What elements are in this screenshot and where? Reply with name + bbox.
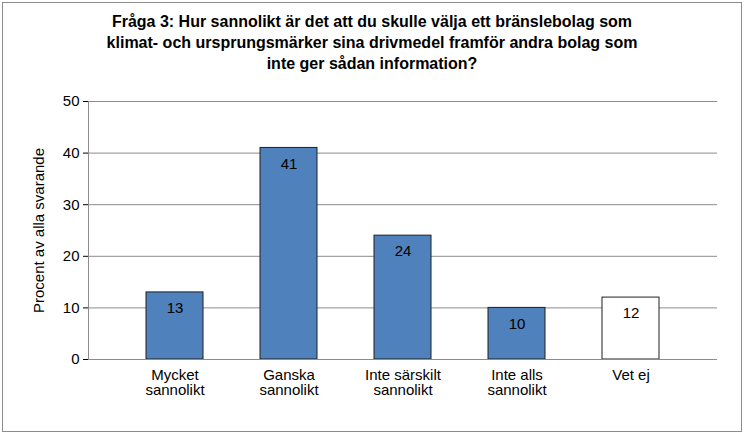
html-text:Fråga 3: Hur sannolikt är det: Fråga 3: Hur sannolikt är det att du sku… <box>106 13 638 72</box>
svg-text:41: 41 <box>281 155 298 172</box>
svg-text:20: 20 <box>63 247 80 264</box>
svg-text:Procent av alla svarande: Procent av alla svarande <box>30 148 47 313</box>
svg-text:24: 24 <box>395 242 412 259</box>
svg-text:Mycketsannolikt: Mycketsannolikt <box>145 366 205 398</box>
svg-text:50: 50 <box>63 92 80 109</box>
svg-text:0: 0 <box>71 350 79 367</box>
svg-text:30: 30 <box>63 196 80 213</box>
svg-text:10: 10 <box>63 299 80 316</box>
svg-text:Ganskasannolikt: Ganskasannolikt <box>259 366 319 398</box>
svg-text:Inte särskiltsannolikt: Inte särskiltsannolikt <box>365 366 442 398</box>
svg-text:Inte allssannolikt: Inte allssannolikt <box>487 366 547 398</box>
svg-text:40: 40 <box>63 144 80 161</box>
svg-text:Vet ej: Vet ej <box>612 366 650 383</box>
svg-text:13: 13 <box>167 299 184 316</box>
svg-text:12: 12 <box>623 304 640 321</box>
svg-text:10: 10 <box>509 315 526 332</box>
